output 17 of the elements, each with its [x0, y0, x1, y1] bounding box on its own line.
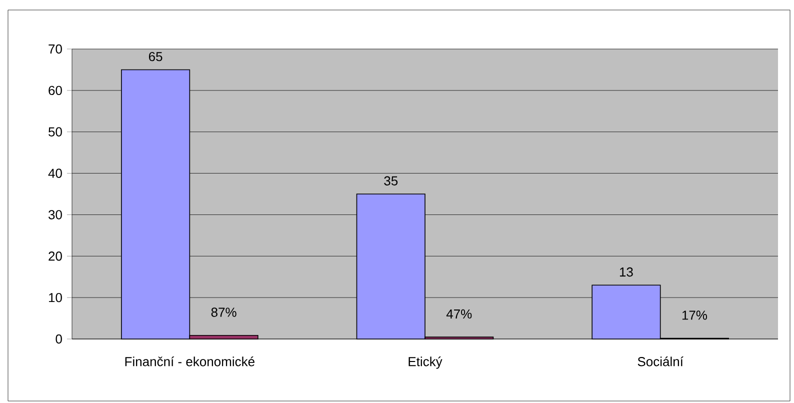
- y-tick-label: 10: [48, 292, 62, 302]
- data-label: 47%: [446, 309, 472, 319]
- y-tick-label: 40: [48, 168, 62, 178]
- y-tick-label: 70: [48, 44, 62, 54]
- data-label: 87%: [211, 308, 236, 317]
- x-tick-label: Sociální: [638, 356, 684, 366]
- x-tick-label: Etický: [408, 356, 442, 369]
- y-tick-label: 0: [56, 334, 62, 344]
- y-tick-label: 20: [48, 252, 62, 261]
- data-label: 35: [384, 176, 398, 186]
- data-label: 65: [148, 52, 162, 62]
- y-tick-label: 30: [48, 210, 62, 220]
- y-tick-label: 60: [48, 86, 62, 96]
- x-tick-label: Finanční - ekonomické: [125, 356, 254, 366]
- data-label: 17%: [682, 310, 708, 320]
- data-label: 13: [620, 267, 633, 277]
- y-tick-label: 50: [48, 127, 62, 136]
